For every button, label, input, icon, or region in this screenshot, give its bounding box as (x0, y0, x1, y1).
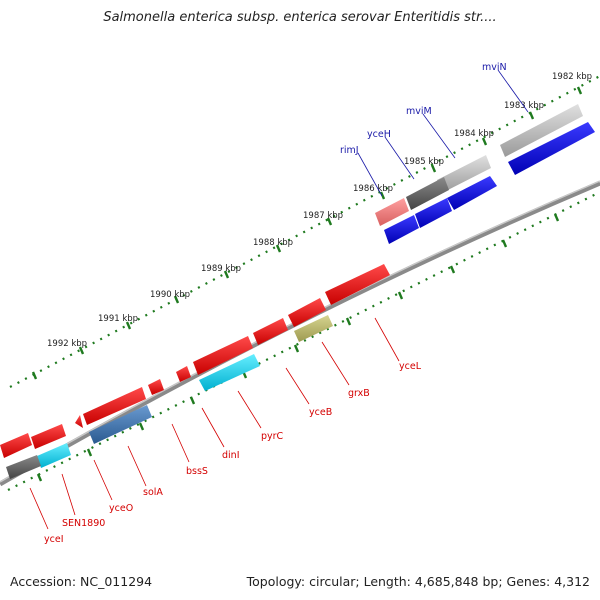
gene-small-arrow[interactable] (75, 415, 83, 428)
map-title: Salmonella enterica subsp. enterica sero… (103, 10, 497, 25)
kbp-label: 1988 kbp (253, 238, 293, 248)
inner-tick-track (7, 191, 600, 491)
gene-label-mviM[interactable]: mviM (406, 106, 432, 117)
gene-bssS-arrow[interactable] (148, 379, 164, 395)
forward-gene-labels: mviN mviM yceH rimJ (340, 62, 529, 197)
gene-yceO-arrow[interactable] (31, 424, 66, 449)
gene-blue-3[interactable] (415, 198, 452, 228)
reverse-strand-genes (0, 264, 390, 479)
gene-label-dinI[interactable]: dinI (222, 450, 240, 461)
kbp-label: 1991 kbp (98, 314, 138, 324)
kbp-label: 1989 kbp (201, 264, 241, 274)
gene-olive[interactable] (294, 315, 333, 342)
accession-text: Accession: NC_011294 (10, 574, 153, 589)
gene-grxB-arrow[interactable] (288, 298, 326, 327)
gene-label-pyrC[interactable]: pyrC (261, 431, 284, 442)
reverse-gene-labels: yceL grxB yceB pyrC dinI bssS solA yceO … (29, 317, 422, 545)
gene-mviN[interactable] (500, 104, 583, 157)
gene-label-grxB[interactable]: grxB (348, 388, 370, 399)
gene-yceH[interactable] (406, 177, 449, 210)
gene-dark[interactable] (6, 455, 41, 479)
kbp-label: 1992 kbp (47, 339, 87, 349)
gene-yceL-arrow[interactable] (325, 264, 390, 305)
forward-strand-genes (375, 104, 595, 244)
outer-tick-track (9, 75, 600, 388)
gene-label-yceO[interactable]: yceO (109, 503, 133, 514)
gene-cyan-1[interactable] (199, 354, 260, 391)
gene-mviM[interactable] (437, 155, 491, 193)
gene-label-rimJ[interactable]: rimJ (340, 145, 359, 156)
kbp-label: 1985 kbp (404, 157, 444, 167)
gene-dinI-arrow[interactable] (176, 366, 191, 382)
gene-label-yceB[interactable]: yceB (309, 407, 332, 418)
genome-summary-text: Topology: circular; Length: 4,685,848 bp… (246, 574, 590, 589)
gene-cyan-2[interactable] (37, 443, 71, 468)
gene-blue-4[interactable] (384, 215, 419, 244)
gene-label-yceL[interactable]: yceL (399, 361, 422, 372)
gene-pyrC-arrow[interactable] (193, 336, 253, 375)
inner-major-ticks (36, 213, 560, 482)
gene-solA-arrow[interactable] (83, 387, 146, 425)
gene-yceB-arrow[interactable] (253, 318, 288, 345)
gene-blue-2[interactable] (447, 176, 497, 210)
kbp-label: 1986 kbp (353, 184, 393, 194)
gene-label-yceH[interactable]: yceH (367, 129, 391, 140)
kbp-label: 1987 kbp (303, 211, 343, 221)
gene-yceI-arrow[interactable] (0, 433, 32, 458)
gene-label-bssS[interactable]: bssS (186, 466, 208, 477)
gene-label-mviN[interactable]: mviN (482, 62, 507, 73)
kbp-label: 1990 kbp (150, 290, 190, 300)
gene-label-yceI[interactable]: yceI (44, 534, 64, 545)
gene-steel[interactable] (89, 405, 152, 444)
gene-label-SEN1890[interactable]: SEN1890 (62, 518, 105, 529)
kbp-label: 1984 kbp (454, 129, 494, 139)
outer-major-ticks (31, 86, 583, 380)
gene-rimJ[interactable] (375, 198, 409, 226)
kbp-label: 1982 kbp (552, 72, 592, 82)
gene-blue-1[interactable] (508, 122, 595, 175)
gene-label-solA[interactable]: solA (143, 487, 163, 498)
